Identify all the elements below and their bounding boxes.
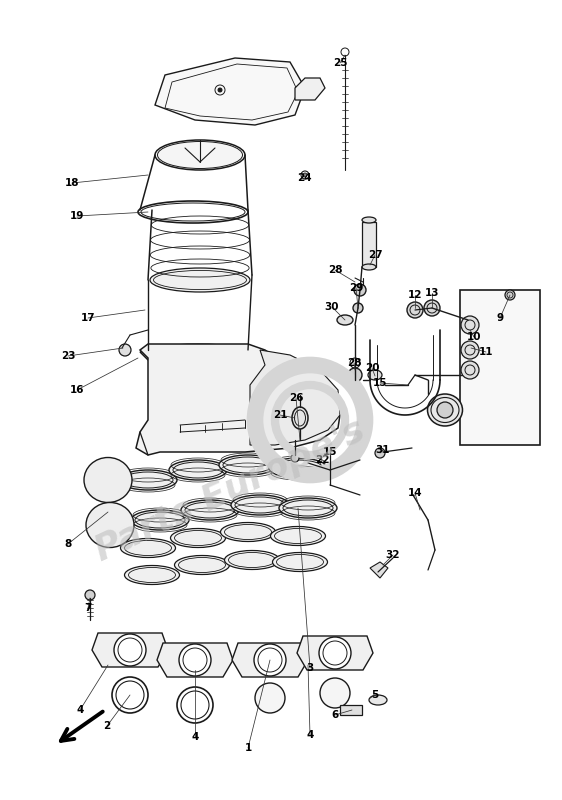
Circle shape <box>375 448 385 458</box>
Ellipse shape <box>181 500 239 520</box>
Circle shape <box>218 88 222 92</box>
Ellipse shape <box>231 495 289 515</box>
Text: 13: 13 <box>425 288 439 298</box>
Polygon shape <box>92 633 168 667</box>
Bar <box>340 705 362 715</box>
Text: 25: 25 <box>333 58 347 68</box>
Text: 28: 28 <box>347 358 361 368</box>
Text: 5: 5 <box>371 690 379 700</box>
Text: 10: 10 <box>467 332 481 342</box>
Ellipse shape <box>368 370 382 380</box>
Circle shape <box>461 341 479 359</box>
Text: 12: 12 <box>408 290 422 300</box>
Ellipse shape <box>292 407 308 429</box>
Text: 17: 17 <box>81 313 96 323</box>
Text: 8: 8 <box>65 539 71 549</box>
Text: 15: 15 <box>373 378 387 388</box>
Ellipse shape <box>362 264 376 270</box>
Polygon shape <box>232 643 308 677</box>
Ellipse shape <box>169 460 227 480</box>
Text: 15: 15 <box>323 447 337 457</box>
Ellipse shape <box>155 140 245 170</box>
Circle shape <box>119 344 131 356</box>
Ellipse shape <box>362 217 376 223</box>
Text: 20: 20 <box>365 363 379 373</box>
Text: 24: 24 <box>297 173 311 183</box>
Circle shape <box>319 637 351 669</box>
Circle shape <box>114 634 146 666</box>
Ellipse shape <box>279 498 337 518</box>
Text: 1: 1 <box>244 743 252 753</box>
Text: 23: 23 <box>61 351 75 361</box>
Text: 9: 9 <box>496 313 504 323</box>
Polygon shape <box>136 344 340 455</box>
Circle shape <box>320 678 350 708</box>
Text: 26: 26 <box>289 393 303 403</box>
Circle shape <box>461 316 479 334</box>
Ellipse shape <box>224 550 279 570</box>
Polygon shape <box>155 58 305 125</box>
Text: 4: 4 <box>191 732 199 742</box>
Ellipse shape <box>369 695 387 705</box>
Polygon shape <box>295 78 325 100</box>
Text: 31: 31 <box>376 445 390 455</box>
Text: 2: 2 <box>103 721 111 731</box>
Circle shape <box>437 402 453 418</box>
Circle shape <box>505 290 515 300</box>
Circle shape <box>255 683 285 713</box>
Ellipse shape <box>270 526 325 546</box>
Text: 4: 4 <box>76 705 84 715</box>
Text: 7: 7 <box>84 603 92 613</box>
Text: 16: 16 <box>70 385 84 395</box>
Bar <box>460 290 540 445</box>
Polygon shape <box>250 350 340 445</box>
Text: 21: 21 <box>273 410 287 420</box>
Text: 3: 3 <box>306 663 314 673</box>
Text: 29: 29 <box>349 283 363 293</box>
Circle shape <box>424 300 440 316</box>
Text: 28: 28 <box>328 265 342 275</box>
Circle shape <box>354 284 366 296</box>
Text: 14: 14 <box>407 488 422 498</box>
Ellipse shape <box>337 315 353 325</box>
Text: 18: 18 <box>65 178 79 188</box>
Circle shape <box>348 368 362 382</box>
Text: 11: 11 <box>479 347 493 357</box>
Polygon shape <box>157 643 233 677</box>
Polygon shape <box>297 636 373 670</box>
Ellipse shape <box>150 268 250 292</box>
Ellipse shape <box>131 510 189 530</box>
Ellipse shape <box>170 529 225 547</box>
Text: 6: 6 <box>332 710 339 720</box>
Text: 19: 19 <box>70 211 84 221</box>
Text: 27: 27 <box>368 250 382 260</box>
Circle shape <box>407 302 423 318</box>
Bar <box>362 222 376 267</box>
Ellipse shape <box>119 470 177 490</box>
Circle shape <box>179 644 211 676</box>
Polygon shape <box>370 562 388 578</box>
Circle shape <box>254 644 286 676</box>
Ellipse shape <box>273 553 328 571</box>
Circle shape <box>291 454 299 462</box>
Ellipse shape <box>269 458 327 478</box>
Ellipse shape <box>120 538 175 558</box>
Circle shape <box>353 303 363 313</box>
Ellipse shape <box>84 458 132 502</box>
Ellipse shape <box>219 455 277 475</box>
Ellipse shape <box>174 555 229 574</box>
Text: 32: 32 <box>386 550 400 560</box>
Circle shape <box>303 173 307 177</box>
Ellipse shape <box>428 394 463 426</box>
Circle shape <box>85 590 95 600</box>
Text: Parts Europe's: Parts Europe's <box>90 413 370 567</box>
Ellipse shape <box>220 522 275 542</box>
Text: 22: 22 <box>315 455 329 465</box>
Polygon shape <box>140 345 265 360</box>
Ellipse shape <box>86 502 134 547</box>
Text: 4: 4 <box>306 730 314 740</box>
Text: 30: 30 <box>325 302 339 312</box>
Circle shape <box>461 361 479 379</box>
Ellipse shape <box>125 566 179 585</box>
